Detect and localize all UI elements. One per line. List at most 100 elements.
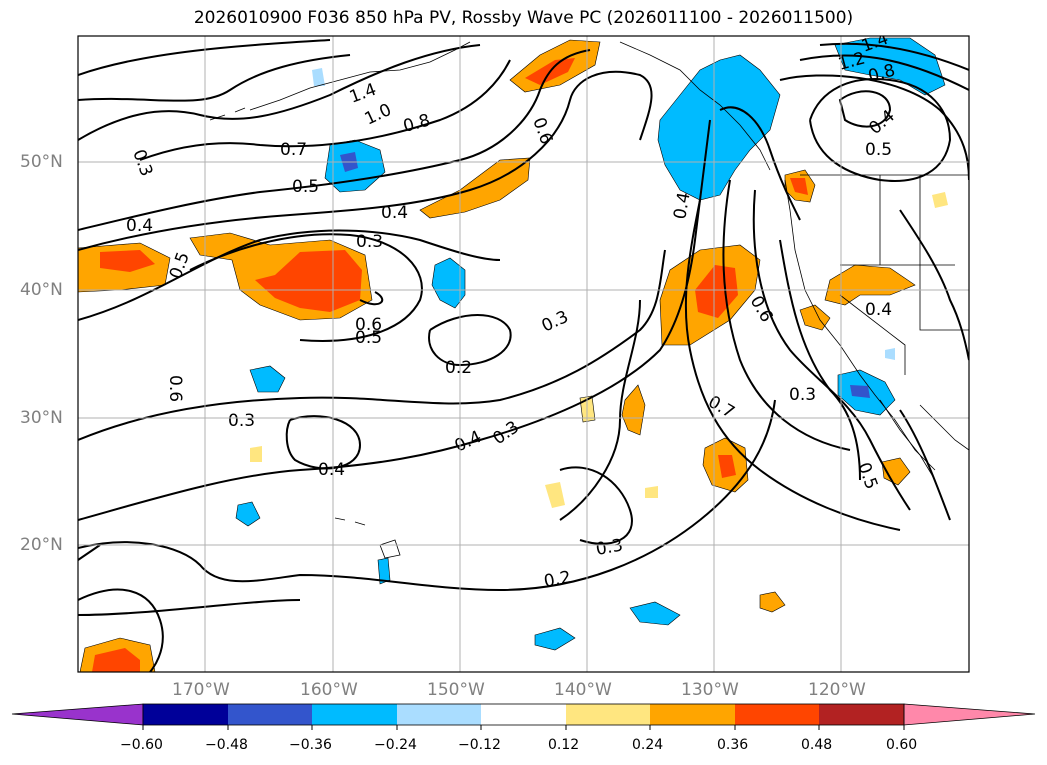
colorbar-swatch xyxy=(650,704,735,725)
colorbar-swatch xyxy=(481,704,566,725)
anomaly-positive xyxy=(621,384,646,436)
contour-label: 0.2 xyxy=(445,358,472,378)
contour-label: 0.3 xyxy=(594,536,624,560)
anomaly-negative xyxy=(377,557,391,585)
contour-line xyxy=(78,588,164,672)
bc-coast xyxy=(619,41,771,171)
anomaly-positive xyxy=(790,178,808,195)
anomaly-negative xyxy=(657,54,781,201)
contour-line xyxy=(78,119,711,521)
lon-label-170w: 170°W xyxy=(172,680,230,700)
contour-label: 0.2 xyxy=(542,568,572,592)
contour-label: 0.4 xyxy=(381,203,408,223)
anomaly-positive xyxy=(255,250,362,312)
anomaly-negative xyxy=(850,385,870,398)
alaska-coast xyxy=(249,41,471,111)
hawaii-island xyxy=(334,517,366,526)
colorbar-tick-label: 0.48 xyxy=(801,737,833,753)
contour-line xyxy=(722,179,851,451)
colorbar-tick-label: 0.12 xyxy=(548,737,580,753)
contour-line xyxy=(719,106,801,221)
contour-line xyxy=(752,189,911,511)
colorbar-tick-label: −0.36 xyxy=(289,737,332,753)
baja-coast xyxy=(879,399,936,481)
shaded-anomalies xyxy=(78,37,948,672)
hawaii-island xyxy=(379,539,401,559)
contour-line xyxy=(78,39,331,76)
contour-label: 0.5 xyxy=(292,177,319,197)
contour-line xyxy=(78,44,481,141)
contour-label: 0.5 xyxy=(355,328,382,348)
lon-label-150w: 150°W xyxy=(427,680,485,700)
colorbar-swatch xyxy=(143,704,228,725)
anomaly-negative xyxy=(235,501,261,527)
contour-label: 0.3 xyxy=(356,232,383,252)
colorbar-swatch xyxy=(228,704,312,725)
map-border xyxy=(77,35,970,673)
anomaly-positive xyxy=(759,591,786,613)
lat-label-20n: 20°N xyxy=(20,535,63,555)
colorbar-tick-label: −0.48 xyxy=(205,737,248,753)
contour-line xyxy=(78,544,101,561)
contour-labels: 1.4 1.0 0.8 0.7 0.5 0.4 0.3 0.5 0.6 0.5 … xyxy=(126,36,899,592)
anomaly-positive xyxy=(881,457,911,486)
graticule xyxy=(78,36,969,672)
contour-line xyxy=(189,233,423,342)
mexico-coast xyxy=(919,404,969,451)
colorbar-swatch xyxy=(566,704,650,725)
colorbar-frame xyxy=(142,703,905,726)
colorbar-extend-high xyxy=(903,703,1036,726)
contour-label: 0.3 xyxy=(228,411,255,431)
contour-label: 0.5 xyxy=(865,140,892,160)
contour-line xyxy=(779,239,861,481)
anomaly-positive xyxy=(824,264,916,306)
anomaly-negative xyxy=(885,348,895,360)
lon-label-130w: 130°W xyxy=(681,680,739,700)
lat-label-50n: 50°N xyxy=(20,152,63,172)
colorbar-swatch xyxy=(397,704,481,725)
colorbar-tick-label: −0.60 xyxy=(120,737,163,753)
colorbar-swatch xyxy=(735,704,819,725)
contour-line xyxy=(838,90,892,128)
contour-line xyxy=(78,54,351,102)
anomaly-negative xyxy=(534,627,576,651)
anomaly-positive xyxy=(932,192,948,208)
colorbar-tick-label: −0.12 xyxy=(458,737,501,753)
contour-label: 0.6 xyxy=(165,375,185,402)
contour-line xyxy=(819,42,969,71)
contour-line xyxy=(799,54,969,91)
anomaly-positive xyxy=(718,455,736,478)
colorbar-tick-label: −0.24 xyxy=(374,737,417,753)
contour-line xyxy=(78,229,501,321)
contour-line xyxy=(78,249,666,441)
contour-line xyxy=(899,409,951,521)
lon-label-140w: 140°W xyxy=(554,680,612,700)
contour-label: 0.6 xyxy=(355,315,382,335)
colorbar-extend-low xyxy=(11,703,144,726)
contour-line xyxy=(779,74,969,181)
anomaly-positive xyxy=(250,446,262,462)
colorbar-tick-label: 0.24 xyxy=(632,737,664,753)
state-border xyxy=(840,175,969,331)
anomaly-negative xyxy=(312,68,325,86)
contour-line xyxy=(78,70,653,251)
contour-line xyxy=(428,314,512,367)
lat-label-40n: 40°N xyxy=(20,280,63,300)
colorbar-swatch xyxy=(312,704,397,725)
state-border xyxy=(839,294,906,375)
contour-line xyxy=(809,78,952,182)
contour-line xyxy=(899,209,969,361)
colorbar-swatch xyxy=(819,704,904,725)
anomaly-positive xyxy=(645,486,658,498)
contour-label: 0.4 xyxy=(126,216,153,236)
contour-line xyxy=(78,49,591,231)
anomaly-negative xyxy=(249,365,286,393)
lon-label-160w: 160°W xyxy=(300,680,358,700)
contour-label: 0.4 xyxy=(670,191,694,221)
coastlines xyxy=(209,41,969,559)
contour-label: 0.4 xyxy=(318,460,345,480)
map-frame-bg xyxy=(78,36,969,672)
colorbar-tick-label: 0.36 xyxy=(717,737,749,753)
contour-line xyxy=(139,59,511,161)
